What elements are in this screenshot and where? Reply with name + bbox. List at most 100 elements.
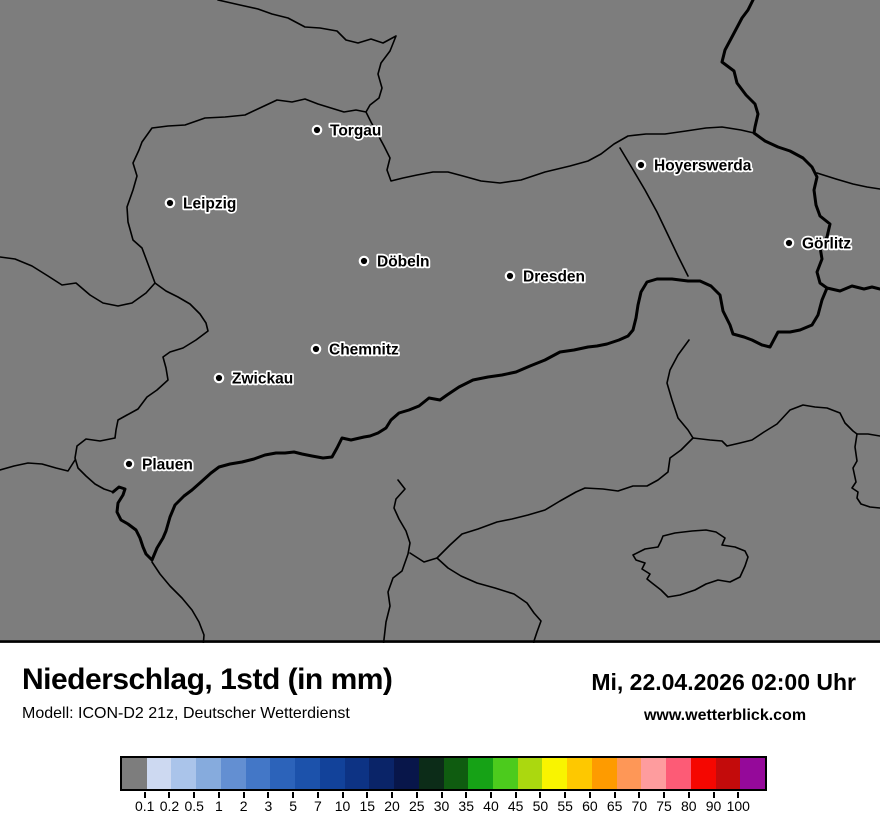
internal-border-line [382, 479, 411, 643]
colorbar-label: 0.1 [134, 798, 155, 814]
city-label: Dresden [523, 269, 585, 286]
colorbar-segment [245, 758, 271, 789]
colorbar-segment [468, 758, 494, 789]
colorbar-tick [514, 792, 517, 798]
colorbar-label: 25 [408, 798, 425, 814]
colorbar-segment [319, 758, 345, 789]
colorbar-tick [193, 792, 196, 798]
city-label: Chemnitz [329, 342, 399, 359]
colorbar-label: 100 [726, 798, 750, 814]
colorbar-label: 10 [334, 798, 351, 814]
internal-border-line [851, 433, 880, 509]
colorbar-segment [666, 758, 691, 789]
colorbar-label: 80 [681, 798, 697, 814]
colorbar-segment [295, 758, 320, 789]
colorbar-tick [465, 792, 468, 798]
city-label: Leipzig [183, 196, 236, 213]
internal-border-line [666, 339, 694, 439]
colorbar-tick [391, 792, 394, 798]
city-label: Görlitz [802, 236, 851, 253]
colorbar-segment [641, 758, 667, 789]
city-dot-torgau [311, 124, 323, 136]
colorbar-segment [591, 758, 617, 789]
colorbar-segment [171, 758, 197, 789]
colorbar-label: 55 [557, 798, 573, 814]
city-dot-hoyerswerda [635, 159, 647, 171]
colorbar-label: 40 [483, 798, 499, 814]
colorbar-segment [369, 758, 395, 789]
colorbar-segment [493, 758, 518, 789]
map-background [0, 0, 880, 643]
colorbar-segment [418, 758, 444, 789]
colorbar-segment [270, 758, 296, 789]
colorbar-tick [539, 792, 542, 798]
colorbar-label: 7 [313, 798, 322, 814]
colorbar-tick [292, 792, 295, 798]
colorbar-tick [242, 792, 245, 798]
colorbar-tick [564, 792, 567, 798]
colorbar-segment [220, 758, 246, 789]
colorbar-segment [146, 758, 172, 789]
colorbar-tick [168, 792, 171, 798]
city-label: Döbeln [377, 254, 430, 271]
internal-border-line [816, 172, 880, 190]
colorbar-label: 0.5 [184, 798, 204, 814]
colorbar-label: 75 [656, 798, 672, 814]
colorbar-label: 35 [458, 798, 474, 814]
internal-border-line [217, 0, 755, 184]
internal-border-line [0, 459, 76, 472]
colorbar-tick [415, 792, 418, 798]
internal-border-line [74, 282, 209, 493]
colorbar-label: 70 [631, 798, 648, 814]
city-label: Torgau [330, 123, 381, 140]
colorbar-label: 90 [705, 798, 722, 814]
national-border-line [825, 284, 880, 293]
legend-area: 0.1 0.2 0.5 1 2 3 5 7 10 15 20 25 30 35 40 45 50 55 60 65 70… [0, 753, 880, 830]
national-border-line [111, 0, 832, 562]
colorbar-label: 15 [359, 798, 376, 814]
colorbar-tick [217, 792, 220, 798]
city-label: Plauen [142, 457, 193, 474]
internal-border-line [436, 557, 542, 643]
city-dot-dresden [504, 270, 516, 282]
colorbar-label: 2 [239, 798, 248, 814]
state-district-borders [0, 0, 880, 643]
internal-border-line [632, 529, 749, 598]
colorbar-label: 45 [507, 798, 524, 814]
colorbar-segment [690, 758, 716, 789]
city-markers-layer: Torgau Leipzig Hoyerswerda Görlitz Döbeln Dre… [123, 121, 853, 475]
city-dot-plauen [123, 458, 135, 470]
colorbar-label: 5 [289, 798, 297, 814]
colorbar-segment [542, 758, 568, 789]
colorbar-tick [316, 792, 319, 798]
colorbar-label: 20 [384, 798, 400, 814]
internal-border-line [856, 433, 880, 437]
colorbar-segment [517, 758, 543, 789]
city-label: Zwickau [232, 371, 293, 388]
colorbar-segment [196, 758, 221, 789]
internal-border-line [409, 437, 694, 563]
city-dot-leipzig [164, 197, 176, 209]
colorbar-segment [740, 758, 766, 789]
city-dot-grlitz [783, 237, 795, 249]
colorbar-tick [663, 792, 666, 798]
colorbar-tick [712, 792, 715, 798]
colorbar-label: 3 [264, 798, 273, 814]
colorbar-tick [440, 792, 443, 798]
internal-border-line [619, 147, 689, 277]
colorbar-tick [366, 792, 369, 798]
colorbar-label: 65 [606, 798, 623, 814]
city-dot-dbeln [358, 255, 370, 267]
city-label: Hoyerswerda [654, 158, 752, 175]
colorbar-segment [122, 758, 147, 789]
internal-border-line [151, 561, 205, 643]
colorbar-segment [567, 758, 592, 789]
colorbar-label: 60 [582, 798, 598, 814]
colorbar-label: 30 [433, 798, 450, 814]
colorbar-tick [341, 792, 344, 798]
colorbar-tick [267, 792, 270, 798]
model-info: Modell: ICON-D2 21z, Deutscher Wetterdie… [22, 705, 350, 722]
precipitation-map: Torgau Leipzig Hoyerswerda Görlitz Döbeln Dre… [0, 0, 880, 643]
colorbar-segment [443, 758, 469, 789]
